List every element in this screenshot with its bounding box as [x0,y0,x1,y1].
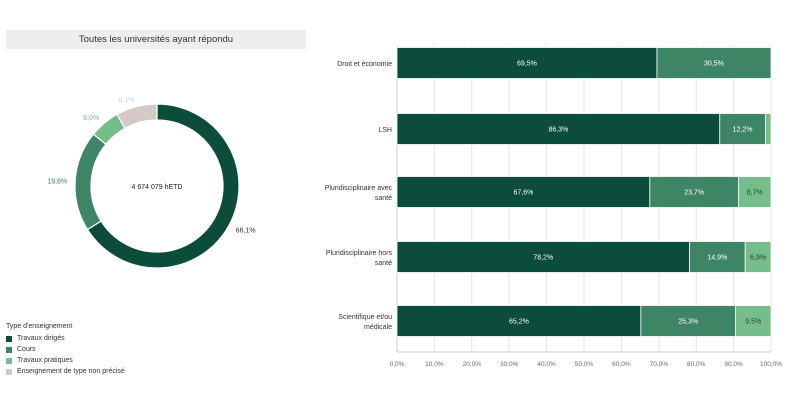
bar-segment[interactable] [396,47,658,79]
bar-segment[interactable] [396,305,642,337]
bar-value-label: 65,2% [509,319,529,326]
donut-value-label: 8,1% [118,97,134,104]
legend: Type d'enseignement Travaux dirigés Cour… [6,323,125,377]
x-tick-label: 60,0% [612,361,631,368]
bar-value-label: 12,2% [733,127,753,134]
x-tick-label: 20,0% [463,361,482,368]
donut-slice[interactable] [116,103,158,130]
x-tick-label: 100,0% [760,361,782,368]
category-label: LSH [378,127,392,134]
bar-segment[interactable] [764,113,772,145]
bar-value-label: 78,2% [533,255,553,262]
x-tick-label: 40,0% [537,361,556,368]
bar-value-label: 25,3% [678,319,698,326]
bar-segment[interactable] [738,176,772,208]
x-tick-label: 10,0% [425,361,444,368]
category-label: Droit et économie [337,61,392,68]
x-tick-label: 70,0% [650,361,669,368]
category-label: Scientifique et/ou [338,314,392,321]
category-label: santé [375,195,392,202]
legend-label: Enseignement de type non précisé [17,368,125,375]
legend-label: Cours [17,346,36,353]
bar-segment[interactable] [396,176,651,208]
legend-item-travaux-diriges[interactable]: Travaux dirigés [6,333,125,344]
donut-value-label: 6,0% [83,115,99,122]
x-tick-label: 80,0% [687,361,706,368]
category-label: médicale [364,324,392,331]
donut-slice[interactable] [86,103,240,269]
bar-segment[interactable] [649,176,739,208]
bar-value-label: 30,5% [704,61,724,68]
bar-segment[interactable] [396,241,690,273]
donut-center-label: 4 674 079 hETD [132,184,183,191]
category-label: Pluridisciplinaire hors [326,250,393,257]
legend-swatch [6,346,12,353]
bar-value-label: 67,6% [513,190,533,197]
bar-segment[interactable] [735,305,772,337]
bar-segment[interactable] [719,113,766,145]
x-tick-label: 30,0% [500,361,519,368]
bar-value-label: 8,7% [747,190,763,197]
category-label: santé [375,260,392,267]
x-tick-label: 90,0% [724,361,743,368]
bar-value-label: 9,5% [745,319,761,326]
bar-segment[interactable] [744,241,772,273]
legend-label: Travaux dirigés [17,335,65,342]
donut-value-label: 66,1% [236,228,256,235]
x-tick-label: 50,0% [575,361,594,368]
legend-item-travaux-pratiques[interactable]: Travaux pratiques [6,355,125,366]
legend-item-cours[interactable]: Cours [6,344,125,355]
bar-value-label: 23,7% [684,190,704,197]
panel-title: Toutes les universités ayant répondu [6,30,306,49]
category-label: Pluridisciplinaire avec [325,185,393,192]
bar-value-label: 6,9% [750,255,766,262]
bar-value-label: 86,3% [548,127,568,134]
donut-slice[interactable] [74,133,107,231]
legend-swatch [6,368,12,375]
bar-value-label: 69,5% [517,61,537,68]
x-tick-label: 0,0% [390,361,405,368]
legend-swatch [6,335,12,342]
bar-segment[interactable] [396,113,721,145]
legend-item-non-precise[interactable]: Enseignement de type non précisé [6,366,125,377]
bar-segment[interactable] [640,305,736,337]
bar-segment[interactable] [689,241,746,273]
legend-title: Type d'enseignement [6,323,73,330]
bar-segment[interactable] [656,47,772,79]
donut-value-label: 19,8% [47,178,67,185]
bar-value-label: 14,9% [707,255,727,262]
donut-chart: 66,1% 19,8% 6,0% 8,1% 4 674 079 hETD [47,97,256,269]
legend-swatch [6,357,12,364]
legend-label: Travaux pratiques [17,357,73,364]
